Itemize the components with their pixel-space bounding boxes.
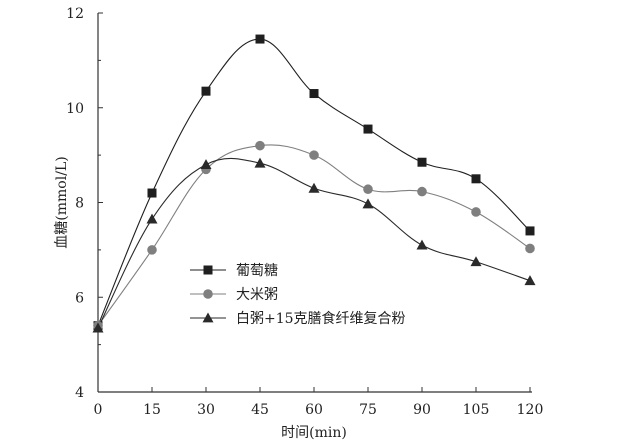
data-point [201,86,211,96]
series-1 [97,38,531,326]
data-point [363,184,373,195]
y-tick-label: 10 [66,101,84,117]
legend-item: 大米粥 [190,286,278,303]
data-point [147,188,157,198]
y-tick-label: 12 [66,6,84,22]
legend-label: 葡萄糖 [236,263,278,279]
data-point [92,322,104,333]
data-point [524,275,536,286]
x-tick-label: 30 [197,402,215,418]
legend-label: 大米粥 [236,286,278,303]
data-point [308,182,320,193]
legend-label: 白粥+15克膳食纤维复合粉 [236,310,406,327]
data-point [471,174,481,184]
x-tick-label: 45 [251,402,269,418]
data-point [362,198,374,209]
data-point [525,226,535,236]
data-point [309,150,319,160]
series-line [97,144,531,326]
series-2 [97,144,531,326]
x-tick-label: 120 [517,402,544,418]
series-markers-2 [93,140,535,331]
data-point [255,34,265,44]
data-point [146,213,158,224]
series-markers-3 [92,157,536,333]
data-point [363,124,373,134]
data-point [147,245,157,255]
data-point [200,159,212,169]
legend-marker [203,289,213,299]
series-markers-1 [93,34,535,331]
data-point [255,140,265,151]
data-point [471,207,481,217]
series-layer [92,34,536,333]
y-tick-label: 4 [75,385,84,401]
legend-item: 葡萄糖 [190,263,278,279]
data-point [525,243,535,254]
legend-marker [203,265,213,275]
data-point [417,157,427,167]
data-point [254,157,266,168]
x-tick-label: 75 [359,402,377,418]
x-tick-label: 60 [305,402,323,418]
data-point [309,89,319,99]
x-tick-label: 0 [94,402,103,418]
data-point [417,186,427,197]
y-tick-label: 8 [75,196,84,212]
legend-marker [202,312,214,323]
x-axis-title: 时间(min) [281,425,347,441]
series-line [97,38,531,326]
axes: 0 15 30 45 60 75 90 105 120 4 6 8 10 12 [66,6,543,418]
x-tick-label: 90 [413,402,431,418]
x-tick-label: 105 [463,402,490,418]
y-axis-title: 血糖(mmol/L) [54,156,70,248]
data-point [470,256,482,267]
y-tick-label: 6 [75,290,84,306]
data-point [416,239,428,250]
legend-item: 白粥+15克膳食纤维复合粉 [190,310,406,327]
x-tick-label: 15 [143,402,161,418]
